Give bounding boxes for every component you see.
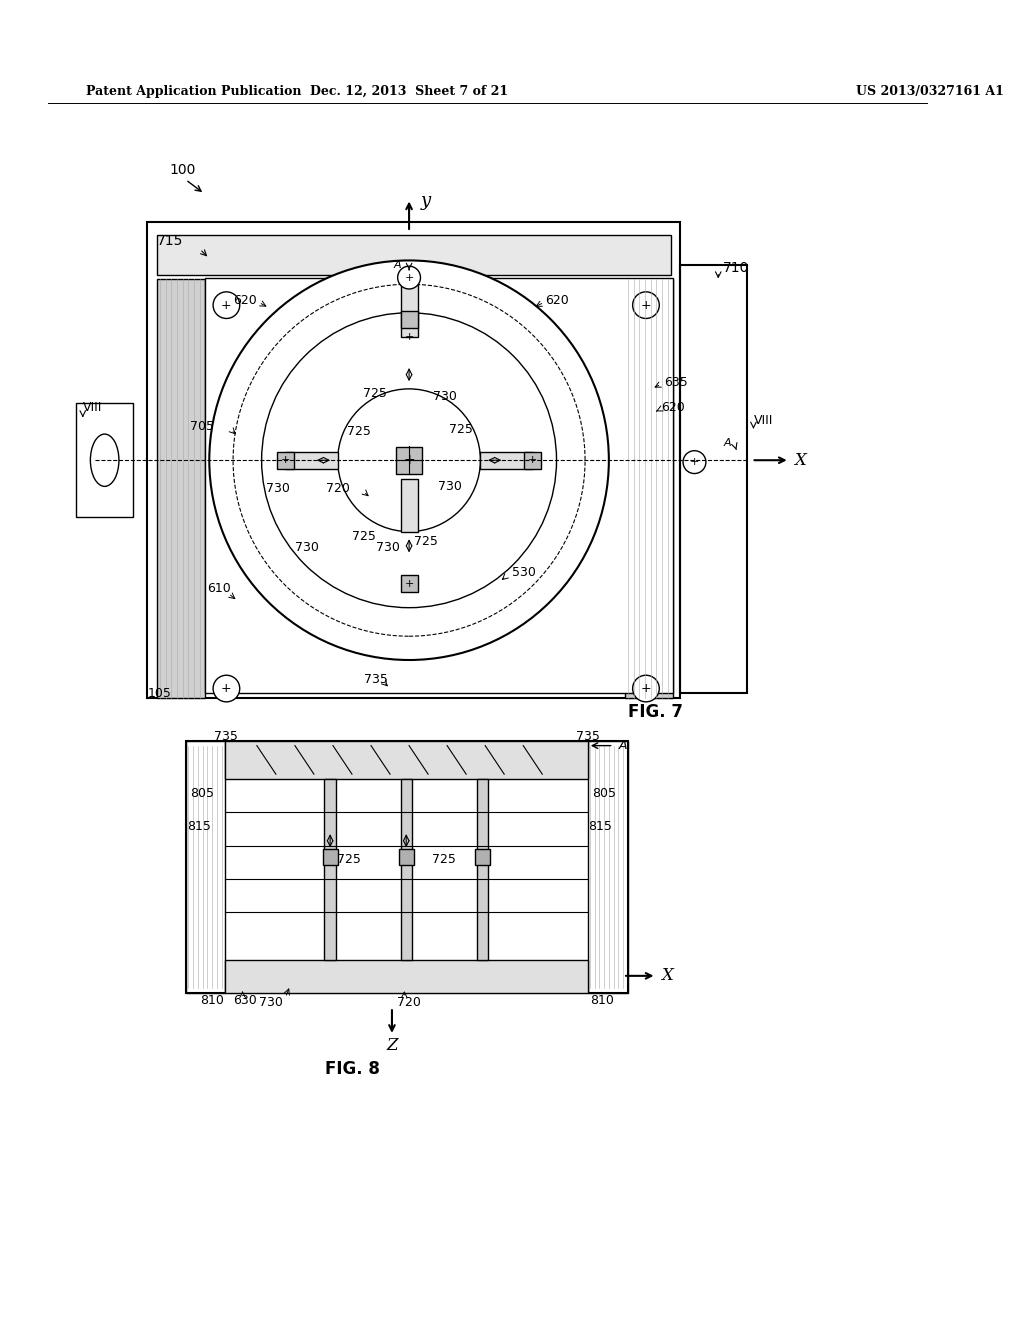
- Text: VIII: VIII: [754, 413, 773, 426]
- Bar: [400, 284, 418, 337]
- Bar: [276, 451, 294, 469]
- Text: 715: 715: [157, 235, 183, 248]
- Bar: [476, 779, 488, 960]
- Bar: [225, 741, 588, 779]
- Text: FIG. 7: FIG. 7: [628, 704, 683, 721]
- Bar: [524, 451, 542, 469]
- Circle shape: [213, 292, 240, 318]
- Text: 725: 725: [352, 529, 376, 543]
- Text: 725: 725: [362, 387, 387, 400]
- Text: 810: 810: [200, 994, 223, 1007]
- Circle shape: [401, 453, 417, 467]
- Bar: [323, 849, 338, 865]
- Bar: [286, 451, 338, 469]
- Text: A: A: [394, 260, 401, 271]
- Text: +: +: [221, 682, 231, 696]
- Text: 735: 735: [364, 672, 388, 685]
- Circle shape: [338, 389, 480, 532]
- Bar: [400, 779, 412, 960]
- Text: A: A: [724, 438, 731, 447]
- Text: 530: 530: [512, 566, 536, 579]
- Circle shape: [633, 292, 659, 318]
- Text: FIG. 8: FIG. 8: [325, 1060, 380, 1078]
- Text: +: +: [404, 331, 414, 342]
- Bar: [400, 576, 418, 593]
- Text: A: A: [618, 739, 627, 752]
- Text: 105: 105: [147, 686, 171, 700]
- Text: 610: 610: [208, 582, 231, 595]
- Text: Z: Z: [386, 1036, 397, 1053]
- Text: 815: 815: [588, 820, 611, 833]
- Bar: [185, 741, 225, 993]
- Text: +: +: [528, 455, 538, 465]
- Text: 815: 815: [187, 820, 211, 833]
- Text: 100: 100: [169, 164, 196, 177]
- Circle shape: [397, 267, 421, 289]
- Text: +: +: [404, 272, 414, 282]
- Text: 725: 725: [450, 424, 473, 437]
- Text: 805: 805: [190, 787, 214, 800]
- Text: 810: 810: [590, 994, 613, 1007]
- Circle shape: [213, 676, 240, 702]
- Bar: [480, 451, 532, 469]
- Text: +: +: [403, 453, 415, 467]
- Text: Dec. 12, 2013  Sheet 7 of 21: Dec. 12, 2013 Sheet 7 of 21: [310, 84, 508, 98]
- Bar: [147, 222, 680, 698]
- Bar: [205, 277, 673, 693]
- Text: 730: 730: [376, 541, 399, 554]
- Bar: [680, 265, 746, 693]
- Text: 730: 730: [259, 997, 283, 1008]
- Text: X: X: [662, 968, 673, 985]
- Circle shape: [261, 313, 556, 607]
- Text: 705: 705: [190, 421, 214, 433]
- Text: US 2013/0327161 A1: US 2013/0327161 A1: [856, 84, 1005, 98]
- Text: 730: 730: [266, 482, 290, 495]
- Text: 720: 720: [327, 482, 350, 495]
- Text: +: +: [690, 457, 699, 467]
- Ellipse shape: [90, 434, 119, 486]
- Bar: [325, 779, 336, 960]
- Text: 725: 725: [432, 853, 457, 866]
- Text: 620: 620: [233, 294, 257, 306]
- Text: 805: 805: [592, 787, 615, 800]
- Text: 735: 735: [575, 730, 600, 743]
- Text: VIII: VIII: [83, 401, 102, 414]
- Text: 735: 735: [214, 730, 238, 743]
- Text: y: y: [421, 193, 431, 210]
- Circle shape: [633, 676, 659, 702]
- Text: X: X: [795, 451, 806, 469]
- Text: 630: 630: [233, 994, 257, 1007]
- Text: +: +: [221, 298, 231, 312]
- Circle shape: [683, 450, 706, 474]
- Text: +: +: [641, 298, 651, 312]
- Bar: [185, 741, 628, 993]
- Bar: [400, 479, 418, 532]
- Text: 725: 725: [347, 425, 371, 438]
- Text: 720: 720: [397, 997, 421, 1008]
- Bar: [76, 403, 133, 517]
- Text: 710: 710: [723, 261, 750, 275]
- Text: +: +: [641, 682, 651, 696]
- Bar: [588, 741, 628, 993]
- Text: Patent Application Publication: Patent Application Publication: [86, 84, 301, 98]
- Bar: [157, 235, 671, 275]
- Bar: [625, 280, 673, 698]
- Text: 730: 730: [295, 541, 318, 554]
- Bar: [157, 280, 205, 698]
- Text: +: +: [281, 455, 290, 465]
- Text: 635: 635: [664, 376, 688, 388]
- Bar: [225, 960, 588, 993]
- Text: 725: 725: [414, 535, 437, 548]
- Text: 620: 620: [662, 401, 685, 414]
- Bar: [398, 849, 414, 865]
- Text: 620: 620: [545, 294, 568, 306]
- Circle shape: [209, 260, 609, 660]
- Bar: [400, 312, 418, 327]
- Bar: [395, 447, 422, 474]
- Text: 730: 730: [433, 389, 457, 403]
- Bar: [475, 849, 489, 865]
- Text: 725: 725: [337, 853, 361, 866]
- Text: +: +: [404, 579, 414, 589]
- Text: 730: 730: [437, 480, 462, 494]
